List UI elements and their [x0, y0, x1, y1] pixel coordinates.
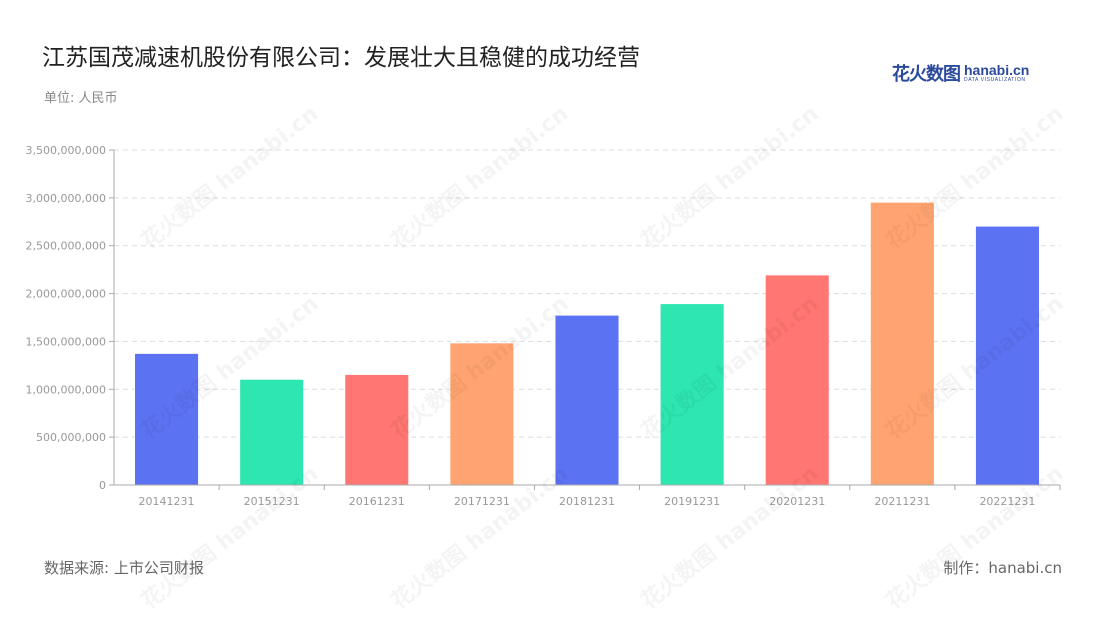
logo-sub-text: DATA VISUALIZATION — [964, 77, 1026, 83]
bar-20161231 — [345, 374, 409, 485]
bar-20151231 — [240, 379, 304, 485]
x-tick-label: 20151231 — [244, 495, 300, 508]
bar-20191231 — [660, 304, 724, 485]
x-tick-label: 20221231 — [979, 495, 1035, 508]
bar-20211231 — [870, 202, 934, 485]
bar-20171231 — [450, 343, 514, 485]
x-tick-label: 20181231 — [559, 495, 615, 508]
bar-20141231 — [135, 353, 199, 485]
logo-cn-text: 花火数图 — [892, 64, 961, 85]
bars — [135, 202, 1039, 486]
y-axis-ticks: 0 500,000,000 1,000,000,000 1,500,000,000 2,… — [26, 144, 114, 492]
unit-label: 单位: 人民币 — [44, 91, 118, 106]
y-tick-label: 0 — [99, 479, 106, 492]
x-tick-label: 20191231 — [664, 495, 720, 508]
x-axis-ticks: 20141231 20151231 20161231 20171231 20181231… — [139, 485, 1061, 508]
y-tick-label: 500,000,000 — [36, 431, 106, 444]
logo-en-group: hanabi.cn DATA VISUALIZATION — [964, 63, 1029, 83]
x-tick-label: 20161231 — [349, 495, 405, 508]
bar-20201231 — [765, 275, 829, 485]
logo-en-text: hanabi.cn — [964, 62, 1030, 78]
brand-logo: 花火数图 hanabi.cn DATA VISUALIZATION — [892, 60, 1029, 86]
chart-title: 江苏国茂减速机股份有限公司：发展壮大且稳健的成功经营 — [42, 45, 640, 71]
bar-20181231 — [555, 315, 619, 485]
y-tick-label: 3,000,000,000 — [26, 192, 106, 205]
data-source: 数据来源: 上市公司财报 — [44, 559, 204, 577]
y-tick-label: 1,000,000,000 — [26, 383, 106, 396]
bar-20221231 — [975, 226, 1039, 486]
y-tick-label: 2,000,000,000 — [26, 288, 106, 301]
credit-text: 制作：hanabi.cn — [943, 559, 1062, 577]
x-tick-label: 20211231 — [874, 495, 930, 508]
x-tick-label: 20201231 — [769, 495, 825, 508]
x-tick-label: 20171231 — [454, 495, 510, 508]
y-tick-label: 3,500,000,000 — [26, 144, 106, 157]
y-tick-label: 1,500,000,000 — [26, 335, 106, 348]
x-tick-label: 20141231 — [139, 495, 195, 508]
y-tick-label: 2,500,000,000 — [26, 240, 106, 253]
